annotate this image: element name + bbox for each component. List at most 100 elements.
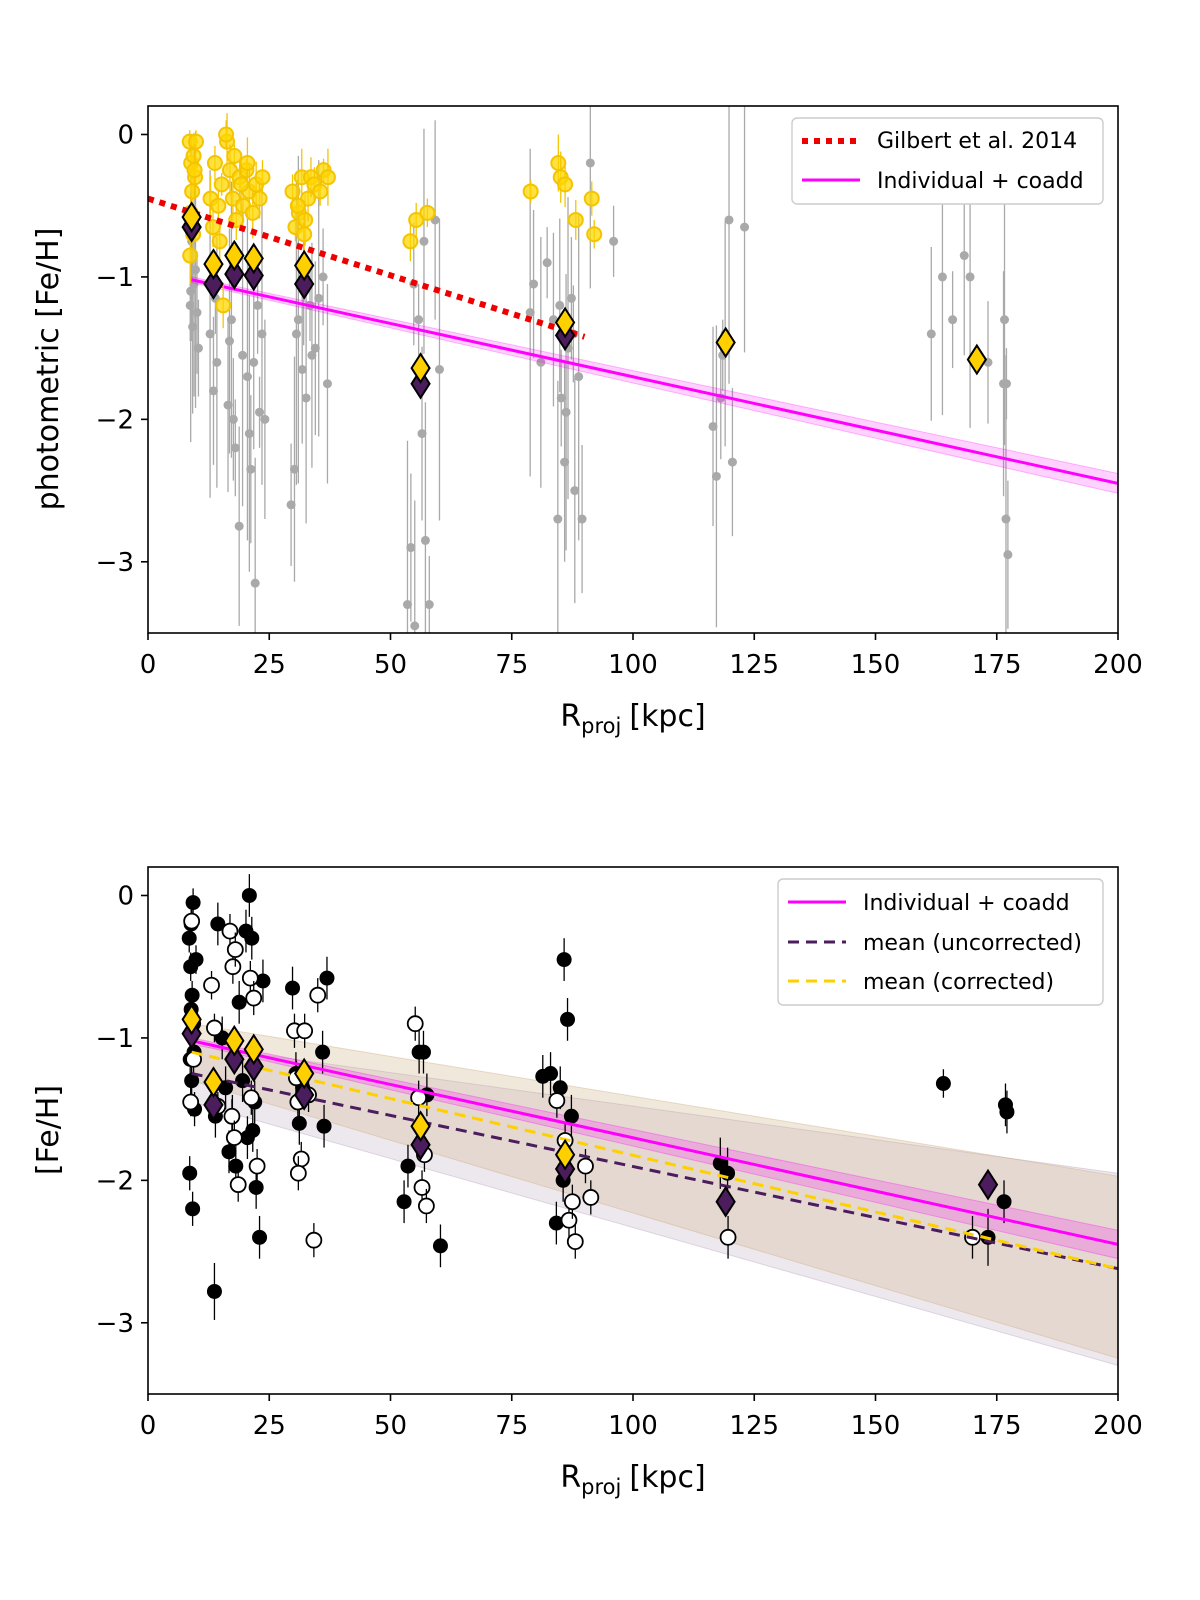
top-xtick-label: 200 <box>1093 650 1143 680</box>
grey-point <box>609 236 619 246</box>
yellow-point <box>297 211 314 228</box>
open-point <box>203 976 220 994</box>
grey-point <box>224 336 234 346</box>
top-legend: Gilbert et al. 2014 Individual + coadd <box>791 117 1104 205</box>
filled-point <box>285 980 301 996</box>
fit-line <box>191 278 1118 485</box>
open-point <box>577 1157 594 1175</box>
filled-point <box>999 1104 1015 1120</box>
open-point <box>241 969 259 987</box>
bottom-xlabel-main: R <box>560 1460 581 1495</box>
open-point <box>305 1231 323 1249</box>
filled-point <box>396 1194 412 1210</box>
legend-gilbert-label: Gilbert et al. 2014 <box>877 129 1077 154</box>
yellow-point <box>233 176 250 193</box>
open-point <box>309 986 327 1004</box>
grey-point <box>255 407 265 417</box>
grey-point <box>244 429 254 439</box>
fit-line <box>191 1039 1118 1246</box>
grey-point <box>1001 514 1011 524</box>
top-ylabel: photometric [Fe/H] <box>31 228 66 511</box>
grey-point <box>191 265 201 275</box>
grey-point <box>1000 315 1010 325</box>
grey-point <box>948 315 958 325</box>
bin-corrected <box>203 1066 224 1098</box>
bottom-ticks: 0 25 50 75 100 125 150 175 200 0 −1 −2 −3 <box>96 881 1143 1441</box>
grey-point <box>1003 550 1013 560</box>
filled-point <box>560 1011 576 1027</box>
grey-point <box>724 215 734 225</box>
bin-uncorrected <box>224 1043 245 1076</box>
yellow-point <box>239 154 256 171</box>
top-ytick-label: −2 <box>96 405 134 435</box>
open-point <box>560 1211 578 1229</box>
grey-point <box>318 272 328 282</box>
legend-fit-label: Individual + coadd <box>877 169 1084 194</box>
grey-point <box>965 272 975 282</box>
filled-point <box>185 895 201 911</box>
bin-corrected <box>224 1024 245 1057</box>
grey-point <box>250 578 260 588</box>
legend-uncorrected-label: mean (uncorrected) <box>863 931 1082 956</box>
open-point <box>413 1179 431 1196</box>
grey-point <box>417 429 427 439</box>
bottom-plot-area <box>181 874 1118 1367</box>
filled-point <box>543 1066 559 1082</box>
grey-point <box>226 315 236 325</box>
grey-point <box>711 471 721 481</box>
top-xtick-label: 175 <box>972 650 1022 680</box>
filled-point <box>231 994 247 1010</box>
grey-point <box>727 457 737 467</box>
yellow-point <box>586 226 603 243</box>
top-xtick-label: 150 <box>851 650 901 680</box>
yellow-point <box>211 233 228 250</box>
top-xtick-label: 25 <box>253 650 286 680</box>
filled-point <box>184 1073 200 1089</box>
yellow-point <box>408 211 425 228</box>
filled-point <box>935 1075 951 1091</box>
open-point <box>206 1019 223 1037</box>
grey-point <box>556 393 566 403</box>
filled-point <box>188 952 204 968</box>
grey-point <box>406 543 416 553</box>
yellow-point <box>215 297 232 314</box>
filled-point <box>400 1158 416 1174</box>
open-point <box>296 1022 314 1040</box>
filled-point <box>206 1283 222 1299</box>
bin-corrected <box>203 248 224 280</box>
filled-point <box>181 930 197 946</box>
grey-point <box>286 500 296 510</box>
grey-point <box>193 343 203 353</box>
bin-corrected <box>293 1057 315 1090</box>
filled-point <box>556 952 572 968</box>
panel-spectroscopic: 0 25 50 75 100 125 150 175 200 0 −1 −2 −3 [Fe/H] Rpr… <box>31 866 1143 1499</box>
filled-point <box>241 887 257 903</box>
grey-point <box>420 535 430 545</box>
panel-photometric: 0 25 50 75 100 125 150 175 200 0 −1 −2 −3 photometri… <box>31 105 1143 738</box>
grey-point <box>249 357 259 367</box>
bin-uncorrected <box>243 1050 264 1083</box>
filled-point <box>432 1238 448 1254</box>
grey-point <box>926 329 936 339</box>
yellow-point <box>210 197 227 214</box>
grey-point <box>536 357 546 367</box>
open-point <box>226 941 244 959</box>
filled-point <box>291 1115 307 1131</box>
bin-uncorrected <box>293 268 315 300</box>
top-xlabel-main: R <box>560 699 581 734</box>
top-xtick-label: 75 <box>495 650 528 680</box>
bin-corrected <box>293 249 315 282</box>
bottom-ytick-label: −1 <box>96 1024 134 1054</box>
uncorrected-line <box>191 1072 1118 1271</box>
yellow-point <box>186 162 203 179</box>
grey-point <box>585 158 595 168</box>
grey-point <box>212 357 222 367</box>
open-point <box>182 1093 200 1111</box>
yellow-point <box>226 147 243 164</box>
top-ytick-label: 0 <box>117 120 134 150</box>
bin-corrected <box>715 326 736 359</box>
top-ytick-label: −3 <box>96 548 134 578</box>
bin-uncorrected <box>203 1089 224 1121</box>
yellow-point <box>550 154 567 171</box>
grey-point <box>553 514 563 524</box>
